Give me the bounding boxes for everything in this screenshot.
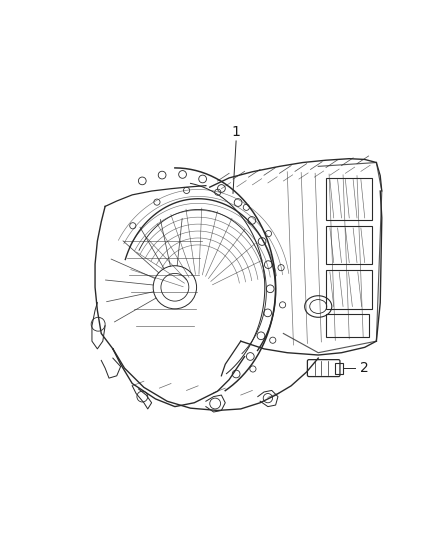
Bar: [326, 178, 372, 220]
Bar: [326, 314, 369, 337]
Bar: [336, 363, 343, 374]
Text: 2: 2: [360, 361, 369, 375]
Text: 1: 1: [232, 125, 240, 139]
Bar: [326, 270, 372, 309]
Bar: [326, 225, 372, 264]
